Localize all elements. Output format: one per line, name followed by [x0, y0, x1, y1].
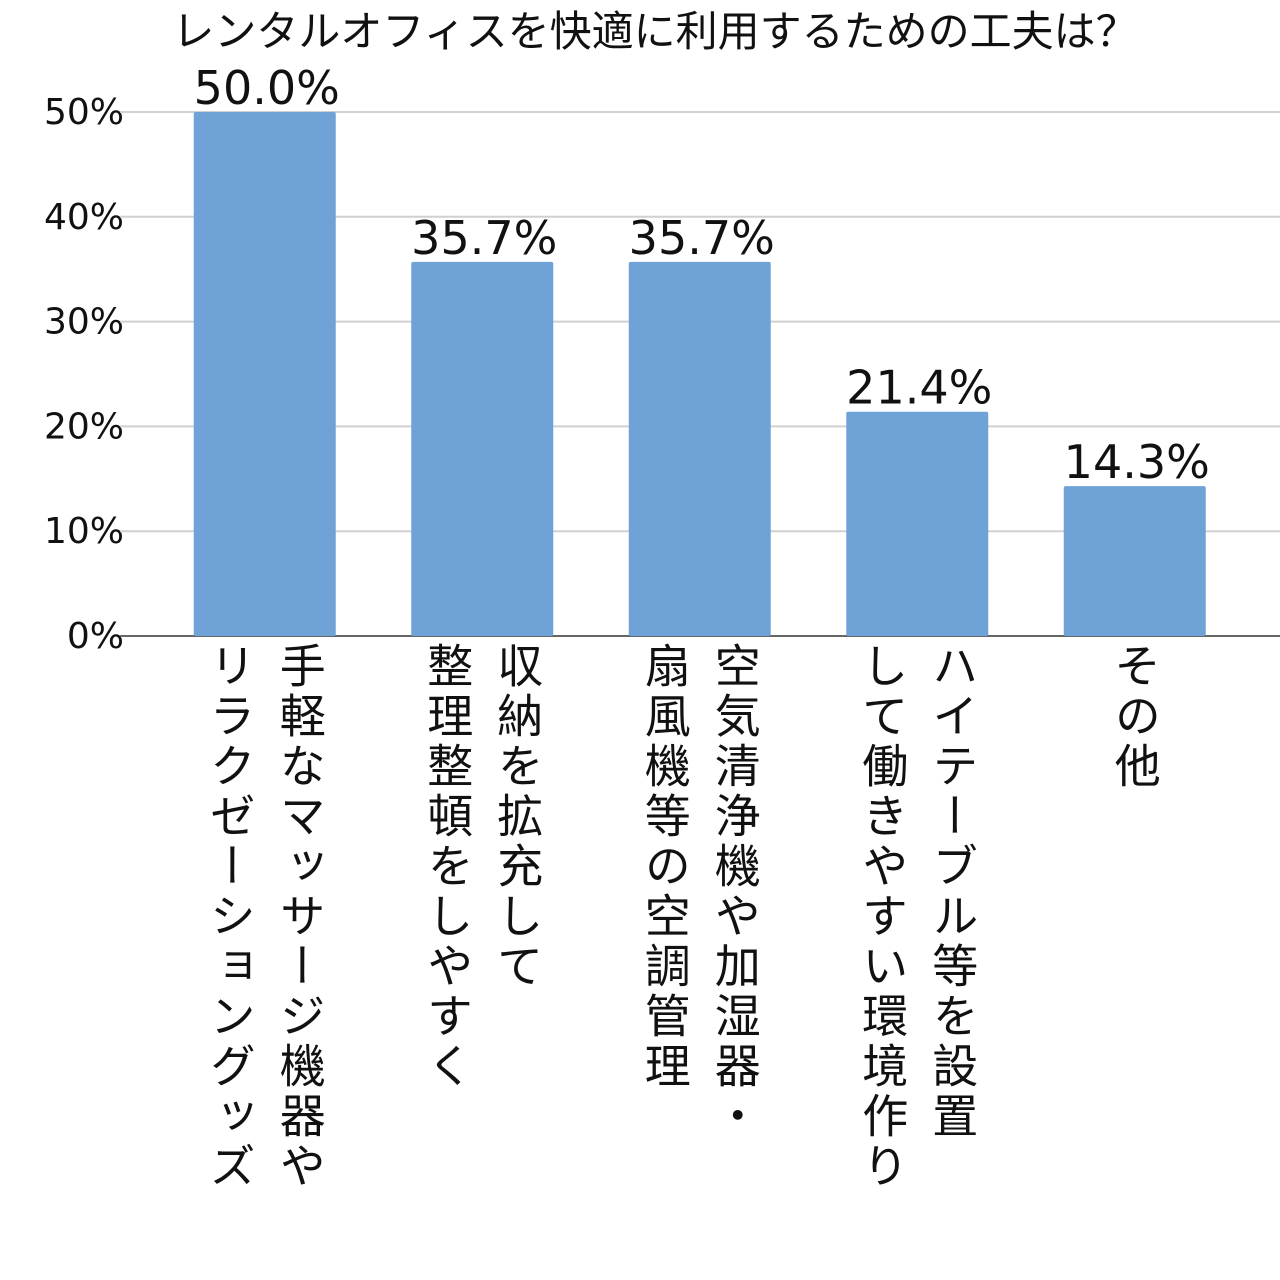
- x-tick-label: 手軽なマッサージ機器や リラクゼーショングッズ: [202, 642, 327, 1192]
- y-tick-label: 20%: [44, 406, 124, 447]
- y-tick-label: 0%: [67, 616, 124, 657]
- chart-title: レンタルオフィスを快適に利用するための工夫は？: [172, 7, 1137, 56]
- bar: [846, 411, 989, 636]
- x-tick-label: ハイテーブル等を設置 して働きやすい環境作り: [855, 642, 980, 1192]
- bar: [411, 261, 554, 636]
- x-tick-label: 空気清浄機や加湿器・ 扇風機等の空調管理: [637, 642, 762, 1142]
- y-tick-label: 50%: [44, 92, 124, 133]
- value-label: 21.4%: [846, 361, 992, 415]
- y-tick-label: 10%: [44, 511, 124, 552]
- value-label: 35.7%: [411, 211, 557, 265]
- y-tick-label: 30%: [44, 302, 124, 343]
- bar: [193, 112, 336, 636]
- bar: [1063, 486, 1206, 636]
- value-label: 35.7%: [629, 211, 775, 265]
- x-tick-label: その他: [1107, 642, 1162, 792]
- value-label: 14.3%: [1064, 435, 1210, 489]
- value-label: 50.0%: [194, 61, 340, 115]
- y-tick-label: 40%: [44, 197, 124, 238]
- bar: [628, 261, 771, 636]
- x-tick-label: 収納を拡充して 整理整頓をしやすく: [420, 642, 545, 1092]
